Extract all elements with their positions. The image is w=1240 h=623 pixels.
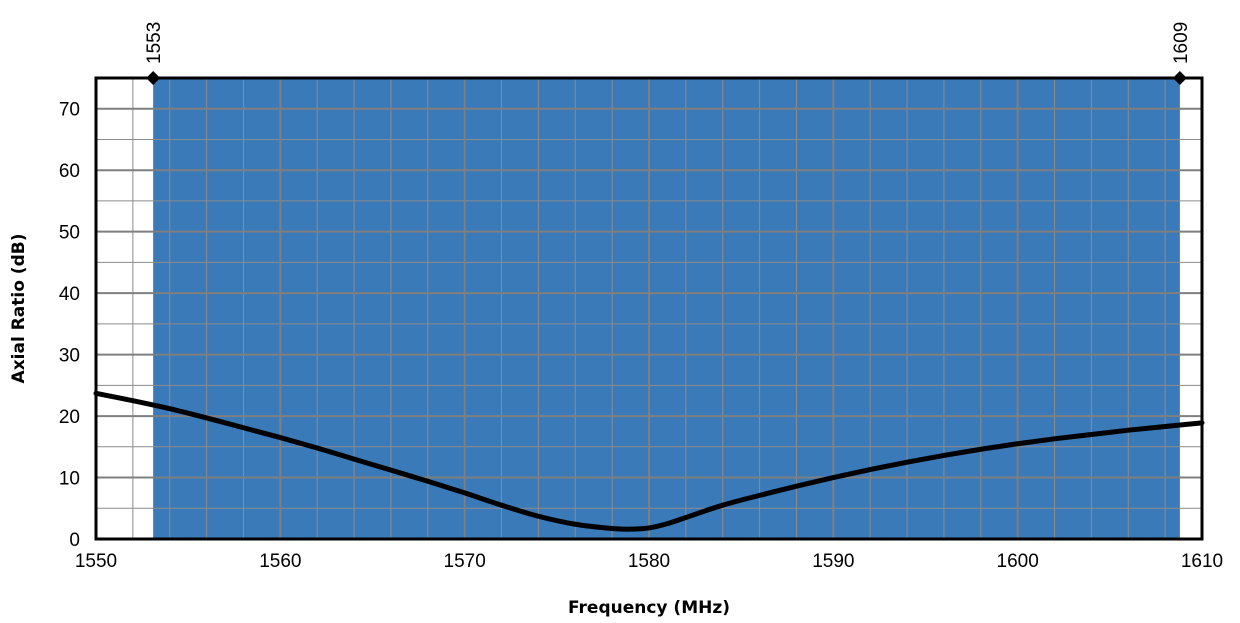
band-marker-layer: 1553 1609 xyxy=(144,22,1192,85)
band-edge-marker xyxy=(146,71,161,85)
x-tick-label: 1560 xyxy=(259,551,301,572)
x-tick-label: 1580 xyxy=(628,551,670,572)
x-tick-label: 1600 xyxy=(997,551,1039,572)
major-gridlines xyxy=(96,78,1202,539)
y-tick-label: 10 xyxy=(59,469,80,490)
x-tick-label: 1590 xyxy=(812,551,854,572)
frequency-band-layer xyxy=(153,78,1180,539)
y-axis-title: Axial Ratio (dB) xyxy=(9,234,29,384)
x-tick-label: 1570 xyxy=(444,551,486,572)
y-tick-label: 20 xyxy=(59,407,80,428)
series-layer xyxy=(93,390,1205,532)
x-tick-label: 1550 xyxy=(75,551,117,572)
operating-band-fill xyxy=(153,78,1180,539)
x-tick-label: 1610 xyxy=(1181,551,1223,572)
y-tick-label: 0 xyxy=(69,530,80,551)
axial-ratio-series-line xyxy=(93,390,1205,532)
y-tick-label: 60 xyxy=(59,161,80,182)
x-axis-tick-labels: 1550 1560 1570 1580 1590 1600 1610 xyxy=(75,551,1223,572)
y-tick-label: 70 xyxy=(59,100,80,121)
x-axis-title: Frequency (MHz) xyxy=(568,598,730,618)
y-tick-label: 30 xyxy=(59,346,80,367)
band-edge-marker-label: 1553 xyxy=(144,22,165,64)
y-axis-tick-labels: 0 10 20 30 40 50 60 70 xyxy=(59,100,80,551)
y-tick-label: 50 xyxy=(59,223,80,244)
plot-area-border xyxy=(94,76,1204,541)
band-edge-marker xyxy=(1172,71,1187,85)
y-tick-label: 40 xyxy=(59,284,80,305)
band-edge-marker-label: 1609 xyxy=(1171,22,1192,64)
